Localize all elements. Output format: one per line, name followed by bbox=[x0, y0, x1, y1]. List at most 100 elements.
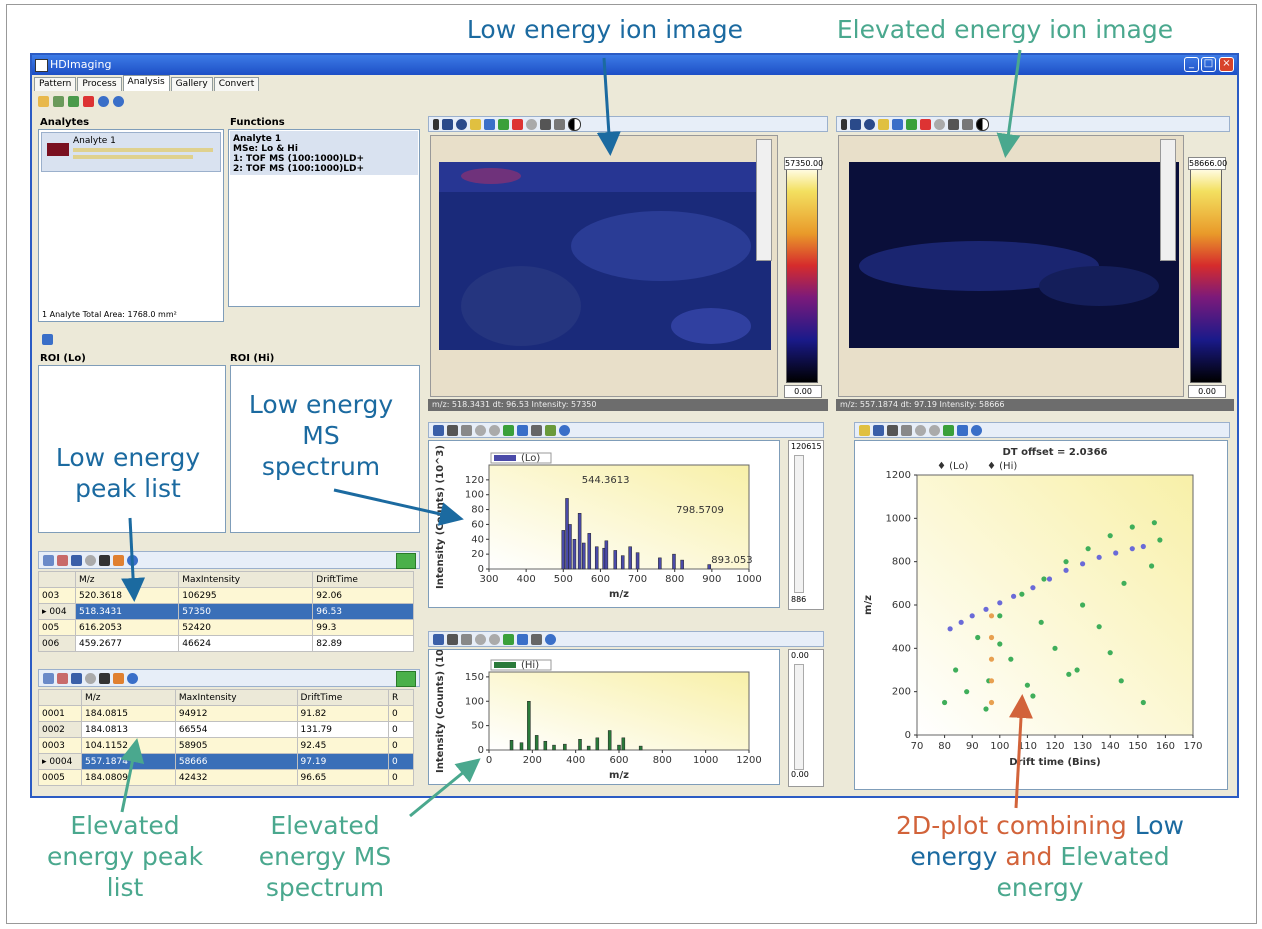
clock-icon[interactable] bbox=[85, 554, 96, 566]
elevated-energy-ion-image[interactable] bbox=[838, 135, 1184, 397]
merge-icon[interactable] bbox=[113, 554, 124, 566]
camera-icon[interactable] bbox=[447, 633, 458, 645]
align-icon[interactable] bbox=[531, 424, 542, 436]
save-icon[interactable] bbox=[433, 633, 444, 645]
table-row[interactable]: 006 459.2677 46624 82.89 bbox=[38, 635, 414, 652]
deselect-icon[interactable] bbox=[57, 554, 68, 566]
elev-zoom-slider[interactable] bbox=[1160, 139, 1176, 261]
zoom-out-icon[interactable] bbox=[489, 633, 500, 645]
save-icon[interactable] bbox=[433, 424, 444, 436]
help-icon[interactable] bbox=[545, 633, 556, 645]
help-icon[interactable] bbox=[127, 672, 138, 684]
info-icon[interactable] bbox=[113, 95, 124, 107]
check-icon[interactable] bbox=[503, 424, 514, 436]
undo-icon[interactable] bbox=[892, 118, 903, 130]
print-icon[interactable] bbox=[461, 633, 472, 645]
image-icon[interactable] bbox=[99, 672, 110, 684]
save-icon[interactable] bbox=[71, 554, 82, 566]
select-all-icon[interactable] bbox=[43, 554, 54, 566]
save-icon[interactable] bbox=[873, 424, 884, 436]
merge-icon[interactable] bbox=[113, 672, 124, 684]
undo-icon[interactable] bbox=[517, 633, 528, 645]
pencil-icon[interactable] bbox=[878, 118, 889, 130]
zoom-in-icon[interactable] bbox=[915, 424, 926, 436]
clock-icon[interactable] bbox=[85, 672, 96, 684]
maximize-button[interactable]: □ bbox=[1201, 57, 1216, 72]
low-zoom-slider[interactable] bbox=[756, 139, 772, 261]
tab-pattern[interactable]: Pattern bbox=[34, 77, 77, 91]
col-maxintensity[interactable]: MaxIntensity bbox=[178, 571, 314, 588]
col-drifttime[interactable]: DriftTime bbox=[296, 689, 390, 706]
print-icon[interactable] bbox=[901, 424, 912, 436]
pointer-icon[interactable] bbox=[841, 118, 847, 130]
elev-spectrum-slider[interactable]: 0.00 0.00 bbox=[788, 649, 824, 787]
print-icon[interactable] bbox=[461, 424, 472, 436]
table-row[interactable]: 0002 184.0813 66554 131.79 0 bbox=[38, 721, 414, 738]
rectangle-icon[interactable] bbox=[442, 118, 453, 130]
table-row[interactable]: 003 520.3618 106295 92.06 bbox=[38, 587, 414, 604]
table-row-selected[interactable]: ▸ 004 518.3431 57350 96.53 bbox=[38, 603, 414, 620]
tab-gallery[interactable]: Gallery bbox=[170, 77, 213, 91]
image-icon[interactable] bbox=[99, 554, 110, 566]
zoom-out-icon[interactable] bbox=[929, 424, 940, 436]
undo-icon[interactable] bbox=[484, 118, 495, 130]
tab-analysis[interactable]: Analysis bbox=[122, 75, 170, 91]
zoom-in-icon[interactable] bbox=[475, 424, 486, 436]
table-row[interactable]: 0003 104.1152 58905 92.45 0 bbox=[38, 737, 414, 754]
pencil-icon[interactable] bbox=[859, 424, 870, 436]
undo-icon[interactable] bbox=[517, 424, 528, 436]
camera-icon[interactable] bbox=[948, 118, 959, 130]
zoom-in-icon[interactable] bbox=[475, 633, 486, 645]
help-icon[interactable] bbox=[98, 95, 109, 107]
cross-icon[interactable] bbox=[512, 118, 523, 130]
contrast-icon[interactable] bbox=[568, 117, 581, 131]
peak-icon[interactable] bbox=[545, 424, 556, 436]
zoom-out-icon[interactable] bbox=[489, 424, 500, 436]
low-energy-ion-image[interactable] bbox=[430, 135, 778, 397]
camera-icon[interactable] bbox=[540, 118, 551, 130]
open-folder-icon[interactable] bbox=[38, 95, 49, 107]
close-button[interactable]: × bbox=[1219, 57, 1234, 72]
help-icon[interactable] bbox=[559, 424, 570, 436]
tab-convert[interactable]: Convert bbox=[213, 77, 260, 91]
help-icon[interactable] bbox=[971, 424, 982, 436]
import-icon[interactable] bbox=[53, 95, 64, 107]
check-icon[interactable] bbox=[498, 118, 509, 130]
camera-icon[interactable] bbox=[887, 424, 898, 436]
functions-item[interactable]: Analyte 1 MSe: Lo & Hi 1: TOF MS (100:10… bbox=[230, 131, 418, 175]
delete-icon[interactable] bbox=[83, 95, 94, 107]
cross-icon[interactable] bbox=[920, 118, 931, 130]
col-drifttime[interactable]: DriftTime bbox=[312, 571, 414, 588]
rectangle-icon[interactable] bbox=[850, 118, 861, 130]
check-icon[interactable] bbox=[943, 424, 954, 436]
table-row[interactable]: 0001 184.0815 94912 91.82 0 bbox=[38, 705, 414, 722]
pencil-icon[interactable] bbox=[470, 118, 481, 130]
table-row-selected[interactable]: ▸ 0004 557.1874 58666 97.19 0 bbox=[38, 753, 414, 770]
roi-refresh-icon[interactable] bbox=[42, 333, 53, 345]
deselect-icon[interactable] bbox=[57, 672, 68, 684]
copy-icon[interactable] bbox=[962, 118, 973, 130]
col-r[interactable]: R bbox=[388, 689, 414, 706]
run-icon[interactable] bbox=[68, 95, 79, 107]
copy-icon[interactable] bbox=[554, 118, 565, 130]
align-icon[interactable] bbox=[531, 633, 542, 645]
check-icon[interactable] bbox=[906, 118, 917, 130]
minimize-button[interactable]: _ bbox=[1184, 57, 1199, 72]
table-row[interactable]: 005 616.2053 52420 99.3 bbox=[38, 619, 414, 636]
pointer-icon[interactable] bbox=[433, 118, 439, 130]
select-all-icon[interactable] bbox=[43, 672, 54, 684]
play-button[interactable] bbox=[396, 553, 416, 569]
zoom-icon[interactable] bbox=[934, 118, 945, 130]
contrast-icon[interactable] bbox=[976, 117, 989, 131]
tab-process[interactable]: Process bbox=[77, 77, 122, 91]
undo-icon[interactable] bbox=[957, 424, 968, 436]
check-icon[interactable] bbox=[503, 633, 514, 645]
table-row[interactable]: 0005 184.0809 42432 96.65 0 bbox=[38, 769, 414, 786]
save-icon[interactable] bbox=[71, 672, 82, 684]
ellipse-icon[interactable] bbox=[864, 118, 875, 130]
zoom-icon[interactable] bbox=[526, 118, 537, 130]
low-spectrum-slider[interactable]: 120615 886 bbox=[788, 440, 824, 610]
ellipse-icon[interactable] bbox=[456, 118, 467, 130]
col-mz[interactable]: M/z bbox=[81, 689, 176, 706]
camera-icon[interactable] bbox=[447, 424, 458, 436]
